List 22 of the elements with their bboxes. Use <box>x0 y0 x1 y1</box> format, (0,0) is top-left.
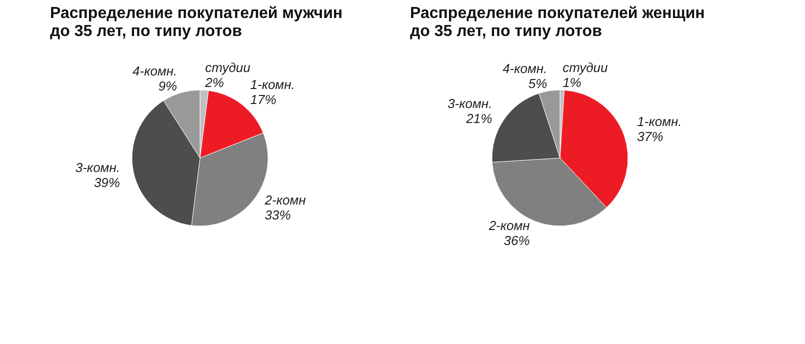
slice-label: студии <box>205 60 250 76</box>
data-label: 21% <box>465 110 492 126</box>
data-label: 36% <box>504 233 530 248</box>
slice-label: 3-комн. <box>75 160 120 175</box>
slice-label: 2-комн <box>264 192 306 208</box>
slice-label: 2-комн <box>488 218 530 234</box>
slice-label: студии <box>562 60 608 76</box>
chart-title: Распределение покупателей мужчин до 35 лет, по типу лотов <box>50 5 343 40</box>
data-label: 5% <box>528 76 548 92</box>
data-label: 1% <box>562 75 582 90</box>
data-label: 9% <box>158 78 178 94</box>
data-label: 37% <box>637 129 664 144</box>
data-label: 17% <box>250 92 276 108</box>
slice-label: 1-комн. <box>637 114 682 130</box>
slice-label: 4-комн. <box>502 61 548 76</box>
chart-title: Распределение покупателей женщин до 35 лет, по типу лотов <box>410 5 705 40</box>
slice-label: 1-комн. <box>250 77 295 92</box>
slice-label: 4-комн. <box>132 63 178 78</box>
data-label: 39% <box>94 174 120 190</box>
data-label: 33% <box>264 207 291 222</box>
data-label: 2% <box>204 75 224 90</box>
slice-label: 3-комн. <box>448 96 492 111</box>
